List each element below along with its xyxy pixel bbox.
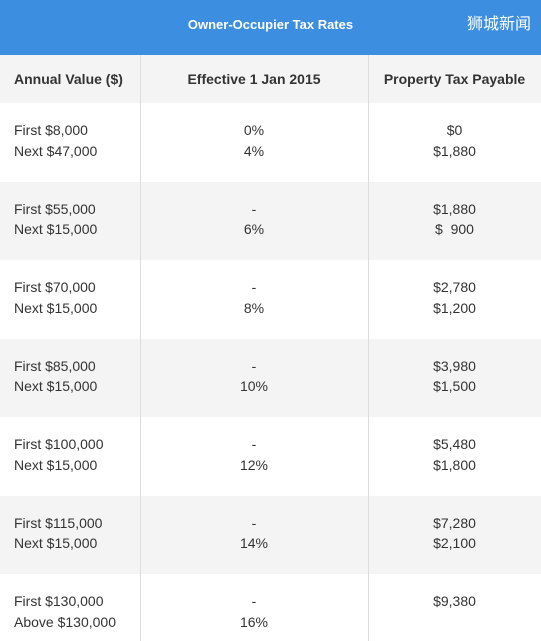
cell-text: 16% <box>239 613 269 630</box>
cell-text: Next $47,000 <box>14 142 98 159</box>
table-row: First $70,000 Next $15,000 - 8% $2,780 $1,200 <box>0 260 541 339</box>
cell-text: $1,200 <box>433 299 476 316</box>
cell-text: Next $15,000 <box>14 221 98 237</box>
cell-text: $1,800 <box>433 456 476 473</box>
cell-text: Next $15,000 <box>14 535 98 551</box>
cell-text: $3,980 <box>433 357 476 374</box>
cell-text: Next $15,000 <box>14 299 98 316</box>
column-header-row: Annual Value ($) Effective 1 Jan 2015 Prop… <box>0 55 541 103</box>
cell-text: $0 <box>446 122 463 138</box>
table-row: First $8,000 Next $47,000 0% 4% $0 $1,880 <box>0 103 541 182</box>
cell-text: 6% <box>243 221 265 237</box>
column-header: Annual Value ($) <box>14 71 123 87</box>
table-row: First $85,000 Next $15,000 - 10% $3,980 $1,50… <box>0 338 541 417</box>
cell-text: First $8,000 <box>14 122 88 138</box>
cell-text: First $85,000 <box>14 357 96 374</box>
table-row: First $130,000 Above $130,000 - 16% $9,380 <box>0 574 541 641</box>
cell-text: - <box>251 357 257 374</box>
cell-text: - <box>251 514 257 531</box>
cell-text: - <box>251 279 257 295</box>
cell-text: - <box>251 436 257 452</box>
column-header: Property Tax Payable <box>383 71 526 87</box>
cell-text: Above $130,000 <box>14 613 116 630</box>
cell-text: 12% <box>239 456 269 473</box>
table-row: First $100,000 Next $15,000 - 12% $5,480 $1,8… <box>0 417 541 496</box>
cell-text: First $55,000 <box>14 200 96 217</box>
cell-text: 14% <box>239 535 269 551</box>
cell-text: Next $15,000 <box>14 456 98 473</box>
cell-text: 8% <box>243 299 265 316</box>
cell-text: $2,780 <box>433 279 476 295</box>
cell-text: First $70,000 <box>14 279 96 295</box>
cell-text: $9,380 <box>433 593 476 609</box>
cell-text: First $115,000 <box>14 514 103 531</box>
column-header: Effective 1 Jan 2015 <box>187 71 321 87</box>
cell-text: First $130,000 <box>14 593 104 609</box>
cell-text: $1,880 <box>433 142 476 159</box>
cell-text: $2,100 <box>433 535 476 551</box>
cell-text: $5,480 <box>433 436 476 452</box>
table-row: First $115,000 Next $15,000 - 14% $7,280 $2,1… <box>0 495 541 574</box>
column-divider <box>140 55 141 641</box>
cell-text: - <box>251 200 257 217</box>
table-row: First $55,000 Next $15,000 - 6% $1,880 $ 900 <box>0 181 541 260</box>
watermark: 狮城新闻 <box>466 14 531 33</box>
cell-text: $7,280 <box>433 514 476 531</box>
cell-text: First $100,000 <box>14 436 104 452</box>
cell-text: 4% <box>243 142 265 159</box>
column-divider <box>368 55 369 641</box>
cell-text: $1,500 <box>433 378 476 394</box>
cell-text: 0% <box>243 122 265 138</box>
cell-text: Next $15,000 <box>14 378 98 394</box>
cell-text: - <box>251 593 257 609</box>
cell-text: 10% <box>239 378 269 394</box>
title: Owner-Occupier Tax Rates <box>187 17 354 32</box>
cell-text: $ 900 <box>435 221 474 237</box>
header-bar: Owner-Occupier Tax Rates 狮城新闻 <box>0 0 541 55</box>
cell-text: $1,880 <box>433 200 476 217</box>
